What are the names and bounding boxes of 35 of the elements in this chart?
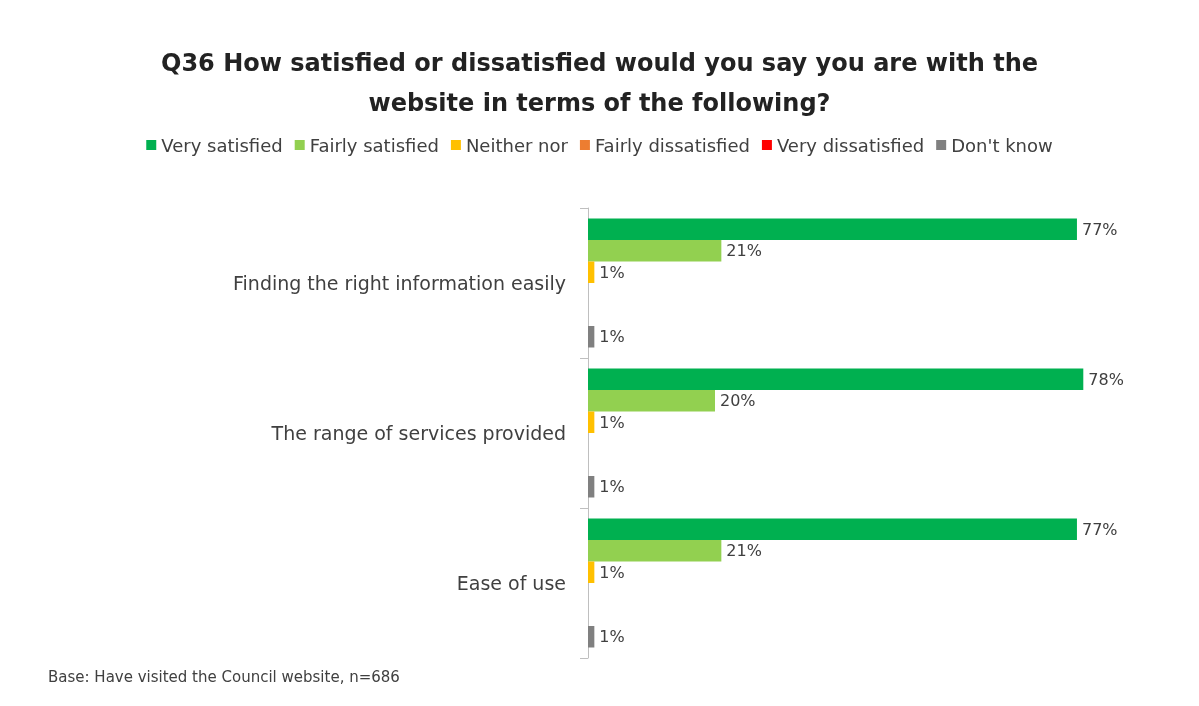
bar	[588, 626, 595, 648]
legend-label: Neither nor	[465, 134, 569, 156]
data-label: 1%	[599, 412, 625, 432]
bar	[588, 240, 722, 262]
y-tick-label: Ease of use	[456, 572, 566, 594]
data-label: 21%	[726, 541, 762, 561]
bar	[588, 368, 1084, 390]
legend-label: Very satisfied	[161, 134, 283, 156]
bar	[588, 518, 1077, 540]
bar	[588, 540, 722, 562]
data-label: 21%	[726, 241, 762, 261]
chart-title: Q36 How satisfied or dissatisfied would you say you are with the website in terms of the following?	[161, 49, 1038, 117]
data-label: 1%	[599, 477, 625, 497]
text: Base: Have visited the Council website, n=686	[48, 667, 400, 686]
bar	[588, 561, 595, 583]
bar	[588, 326, 595, 348]
legend-label: Very dissatisfied	[776, 134, 925, 156]
legend-label: Fairly satisfied	[309, 134, 439, 156]
bar	[588, 218, 1077, 240]
data-label: 77%	[1081, 519, 1118, 539]
data-label: 1%	[599, 627, 625, 647]
bar	[588, 261, 595, 283]
bar	[588, 476, 595, 498]
legend-label: Fairly dissatisfied	[594, 134, 750, 156]
data-label: 20%	[720, 391, 756, 411]
y-tick-label: The range of services provided	[270, 422, 566, 444]
legend-label: Don't know	[951, 134, 1053, 156]
bar	[588, 390, 715, 412]
data-label: 1%	[599, 262, 625, 282]
data-label: 78%	[1088, 369, 1124, 389]
data-label: 1%	[599, 327, 625, 347]
data-label: 77%	[1081, 219, 1118, 239]
data-label: 1%	[599, 562, 625, 582]
y-tick-label: Finding the right information easily	[233, 272, 566, 294]
bar	[588, 411, 595, 433]
